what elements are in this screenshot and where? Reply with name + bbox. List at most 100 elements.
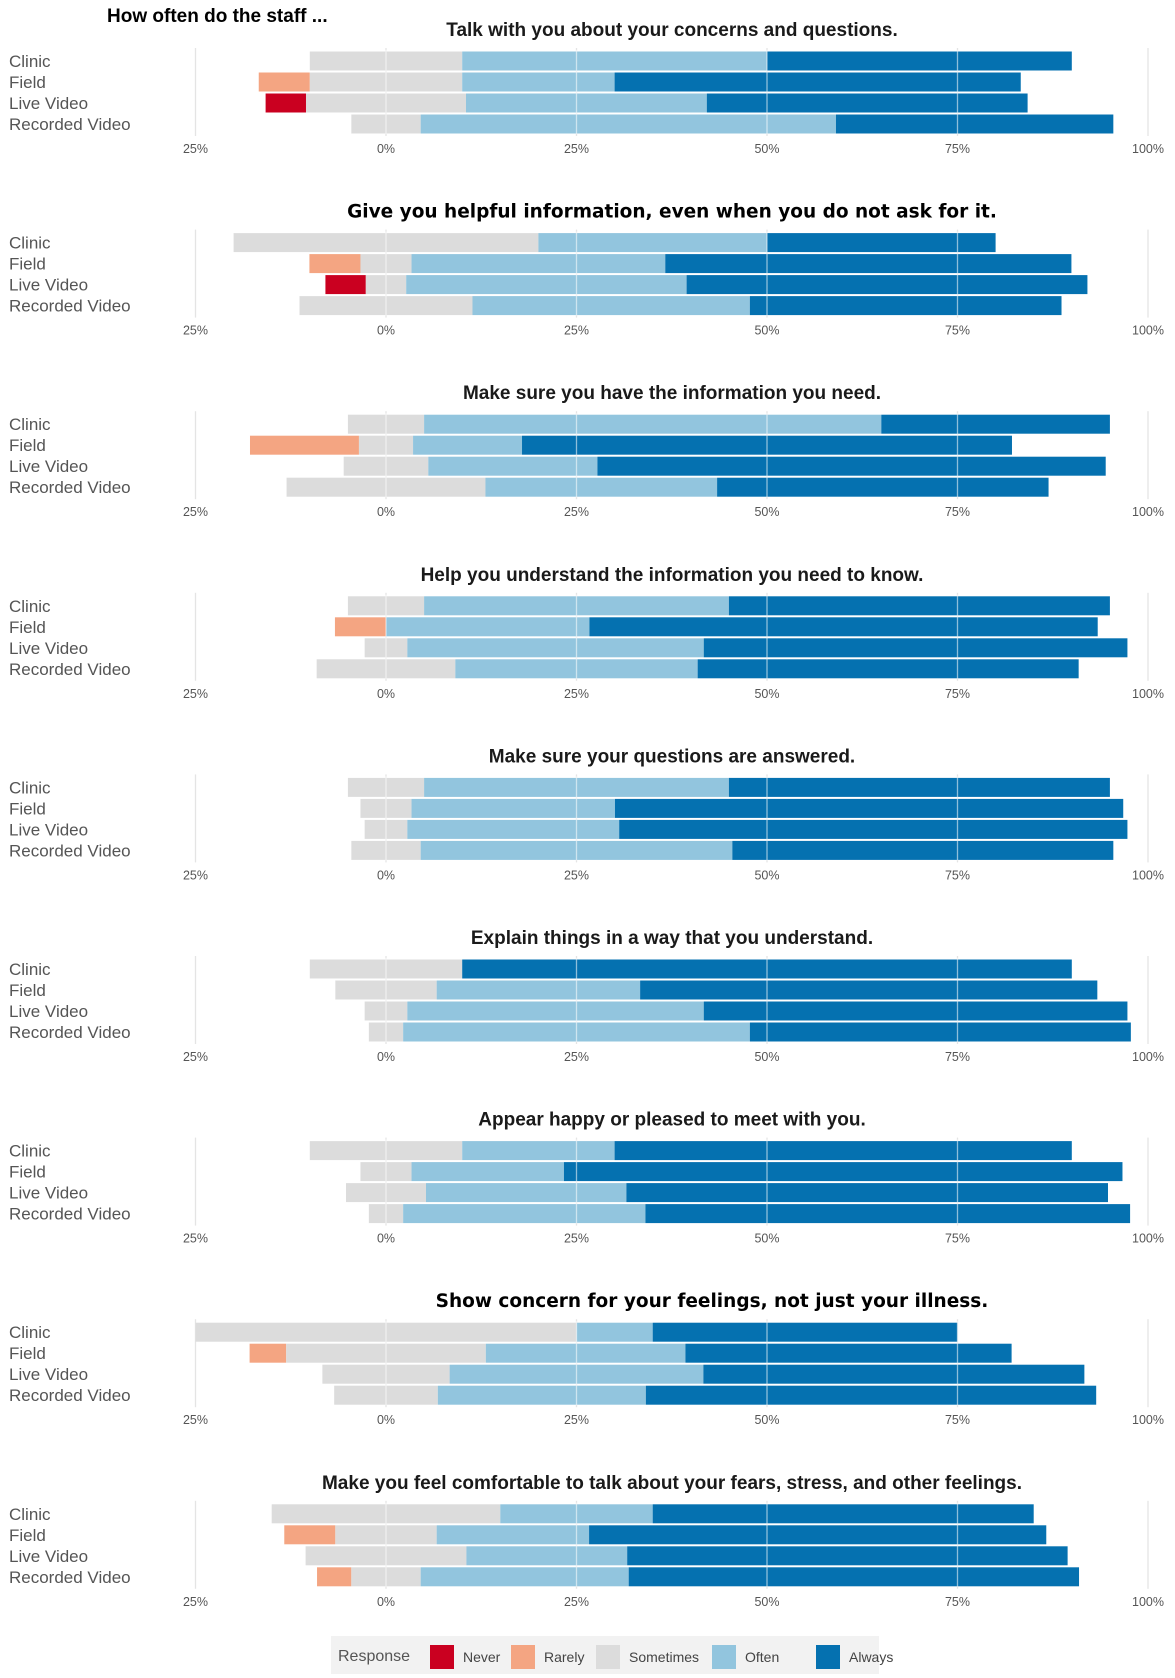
panel-5: Make sure your questions are answered. Cl…: [9, 746, 1164, 882]
tick-label: 25%: [564, 1595, 589, 1609]
bar-field-often: [386, 617, 590, 637]
legend-swatch-always: [816, 1645, 840, 1669]
bar-live-video-often: [406, 275, 687, 295]
bar-recorded-video-often: [420, 114, 836, 134]
tick-label: 25%: [183, 1595, 208, 1609]
legend-swatch-never: [430, 1645, 454, 1669]
bar-live-video-always: [626, 1183, 1108, 1203]
bar-field-always: [614, 72, 1021, 92]
legend-title: Response: [338, 1648, 410, 1665]
legend-label-never: Never: [463, 1649, 501, 1665]
bar-live-video-often: [466, 1546, 628, 1566]
tick-label: 75%: [945, 1595, 970, 1609]
bar-field-rarely: [334, 617, 386, 637]
bar-live-video-always: [686, 275, 1088, 295]
row-label-clinic: Clinic: [9, 778, 51, 797]
tick-label: 25%: [564, 1413, 589, 1427]
tick-label: 0%: [377, 505, 395, 519]
row-label-live-video: Live Video: [9, 94, 88, 113]
legend-swatch-sometimes: [596, 1645, 620, 1669]
panel-title: Make sure your questions are answered.: [489, 746, 855, 767]
row-label-clinic: Clinic: [9, 1505, 51, 1524]
bar-recorded-video-often: [437, 1385, 646, 1405]
tick-label: 25%: [564, 142, 589, 156]
row-label-field: Field: [9, 799, 46, 818]
panel-4: Help you understand the information you …: [9, 565, 1164, 701]
bar-clinic-often: [424, 414, 882, 434]
tick-label: 50%: [754, 1050, 779, 1064]
bar-clinic-always: [728, 596, 1110, 616]
bar-field-often: [411, 798, 615, 818]
row-label-recorded-video: Recorded Video: [9, 1205, 131, 1224]
bar-field-often: [485, 1343, 686, 1363]
bar-live-video-often: [428, 456, 598, 476]
legend-label-rarely: Rarely: [544, 1649, 584, 1665]
row-label-live-video: Live Video: [9, 639, 88, 658]
bar-clinic-often: [538, 233, 767, 253]
bar-live-video-often: [407, 819, 620, 839]
bar-field-often: [411, 254, 666, 274]
bar-field-always: [563, 1162, 1123, 1182]
tick-label: 100%: [1132, 868, 1164, 882]
legend-swatch-often: [712, 1645, 736, 1669]
tick-label: 25%: [564, 1232, 589, 1246]
row-label-clinic: Clinic: [9, 1323, 51, 1342]
bar-clinic-always: [652, 1322, 958, 1342]
row-label-field: Field: [9, 618, 46, 637]
panels: Talk with you about your concerns and qu…: [9, 20, 1164, 1609]
bar-field-always: [589, 617, 1098, 637]
tick-label: 25%: [183, 505, 208, 519]
tick-label: 100%: [1132, 1232, 1164, 1246]
bar-live-video-often: [466, 93, 707, 113]
tick-label: 75%: [945, 1232, 970, 1246]
row-label-live-video: Live Video: [9, 1547, 88, 1566]
bar-clinic-always: [767, 233, 996, 253]
tick-label: 50%: [754, 142, 779, 156]
legend-label-sometimes: Sometimes: [629, 1649, 699, 1665]
panel-title: Make you feel comfortable to talk about …: [322, 1473, 1022, 1494]
row-label-recorded-video: Recorded Video: [9, 660, 131, 679]
tick-label: 75%: [945, 1050, 970, 1064]
row-label-clinic: Clinic: [9, 415, 51, 434]
bar-recorded-video-always: [645, 1385, 1097, 1405]
tick-label: 50%: [754, 1232, 779, 1246]
row-label-clinic: Clinic: [9, 52, 51, 71]
row-label-recorded-video: Recorded Video: [9, 841, 131, 860]
tick-label: 0%: [377, 1595, 395, 1609]
panel-7: Appear happy or pleased to meet with you…: [9, 1110, 1164, 1246]
bar-field-always: [640, 980, 1098, 1000]
bar-live-video-always: [627, 1546, 1068, 1566]
bar-field-rarely: [258, 72, 310, 92]
tick-label: 25%: [183, 868, 208, 882]
bar-clinic-always: [728, 777, 1110, 797]
bar-field-often: [413, 435, 523, 455]
bar-field-rarely: [309, 254, 361, 274]
row-label-field: Field: [9, 1344, 46, 1363]
bar-recorded-video-often: [420, 1567, 629, 1587]
bar-clinic-often: [576, 1322, 653, 1342]
bar-live-video-never: [325, 275, 366, 295]
bar-recorded-video-often: [485, 477, 718, 497]
panel-3: Make sure you have the information you n…: [9, 383, 1164, 519]
bar-field-always: [589, 1525, 1047, 1545]
tick-label: 0%: [377, 324, 395, 338]
bar-clinic-always: [652, 1504, 1034, 1524]
tick-label: 100%: [1132, 505, 1164, 519]
bar-recorded-video-always: [749, 1022, 1131, 1042]
bar-recorded-video-often: [472, 296, 750, 316]
tick-label: 25%: [183, 1050, 208, 1064]
tick-label: 100%: [1132, 1595, 1164, 1609]
tick-label: 50%: [754, 505, 779, 519]
row-label-field: Field: [9, 73, 46, 92]
bar-live-video-always: [703, 1364, 1085, 1384]
row-label-recorded-video: Recorded Video: [9, 1568, 131, 1587]
row-label-recorded-video: Recorded Video: [9, 1386, 131, 1405]
tick-label: 25%: [183, 142, 208, 156]
tick-label: 100%: [1132, 324, 1164, 338]
bar-recorded-video-always: [697, 659, 1079, 679]
bar-recorded-video-always: [628, 1567, 1080, 1587]
bar-field-always: [614, 798, 1124, 818]
tick-label: 0%: [377, 868, 395, 882]
tick-label: 100%: [1132, 1050, 1164, 1064]
bar-live-video-always: [706, 93, 1028, 113]
